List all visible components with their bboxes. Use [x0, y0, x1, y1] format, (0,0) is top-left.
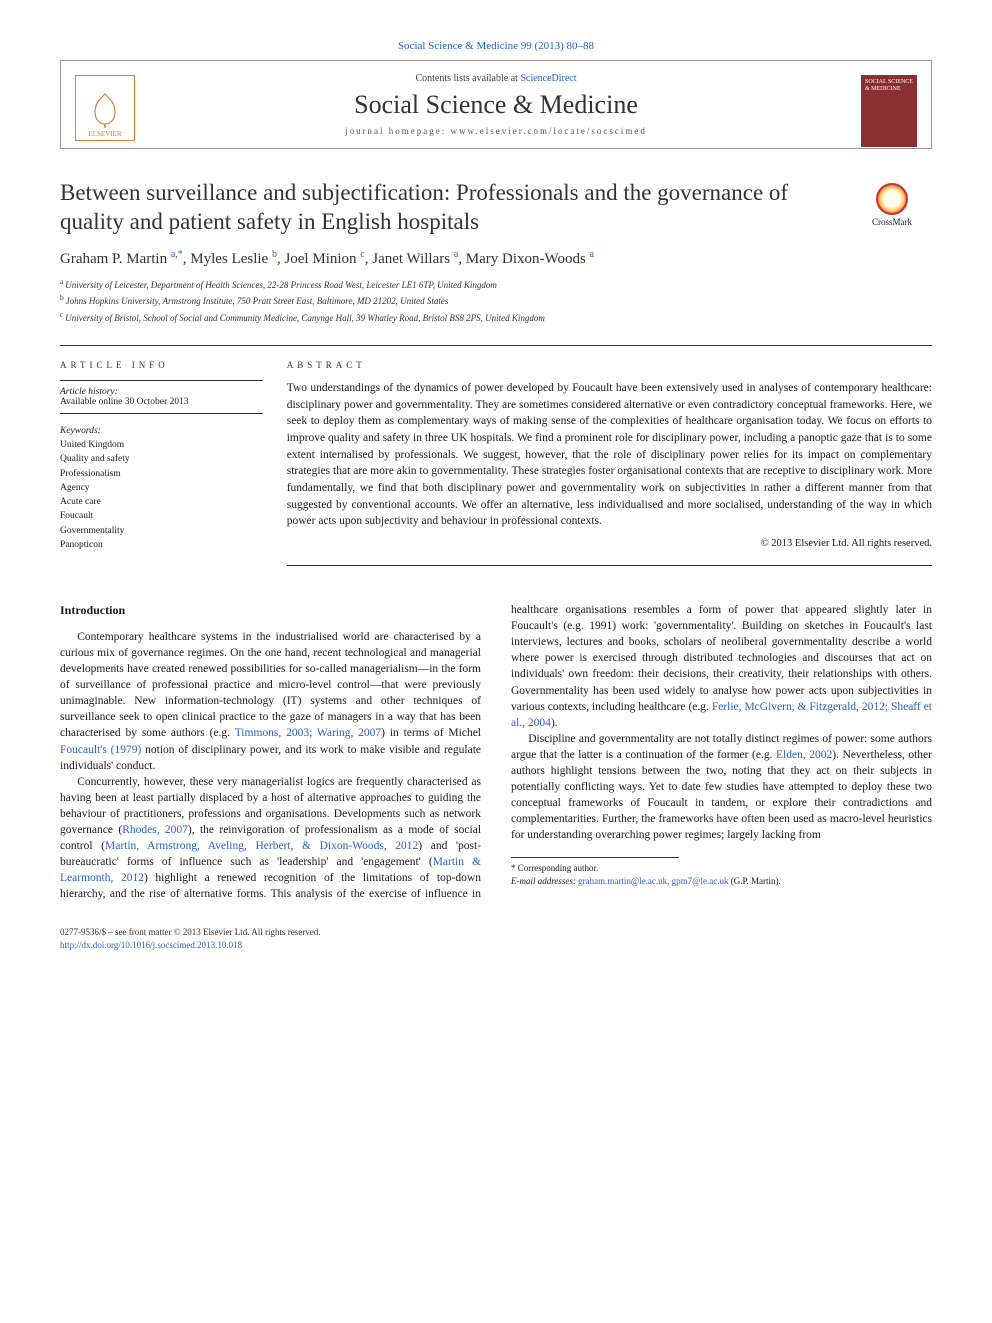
keyword: Quality and safety — [60, 452, 263, 466]
citation-link[interactable]: Rhodes, 2007 — [122, 824, 188, 836]
keyword: Panopticon — [60, 538, 263, 552]
abstract-label: ABSTRACT — [287, 360, 932, 370]
keyword: Governmentality — [60, 524, 263, 538]
sciencedirect-link[interactable]: ScienceDirect — [520, 73, 576, 84]
footnote-separator — [511, 857, 679, 858]
affiliations: a University of Leicester, Department of… — [60, 276, 932, 326]
keywords-label: Keywords: — [60, 426, 263, 436]
intro-heading: Introduction — [60, 602, 481, 619]
keyword: Acute care — [60, 495, 263, 509]
crossmark-icon — [876, 183, 908, 215]
author: Graham P. Martin a,* — [60, 251, 183, 267]
author: Joel Minion c — [284, 251, 364, 267]
affiliation: c University of Bristol, School of Socia… — [60, 309, 932, 326]
affiliation: b Johns Hopkins University, Armstrong In… — [60, 292, 932, 309]
article-history: Article history: Available online 30 Oct… — [60, 380, 263, 414]
issn-line: 0277-9536/$ – see front matter © 2013 El… — [60, 926, 932, 939]
citation-link[interactable]: Foucault's (1979) — [60, 744, 141, 756]
keyword: United Kingdom — [60, 438, 263, 452]
keyword: Foucault — [60, 509, 263, 523]
author-email[interactable]: graham.martin@le.ac.uk, gpm7@le.ac.uk — [578, 876, 728, 886]
footer-info: 0277-9536/$ – see front matter © 2013 El… — [60, 926, 932, 951]
article-info-label: ARTICLE INFO — [60, 360, 263, 370]
author: Myles Leslie b — [190, 251, 277, 267]
contents-lists-line: Contents lists available at ScienceDirec… — [81, 73, 911, 84]
abstract-copyright: © 2013 Elsevier Ltd. All rights reserved… — [287, 538, 932, 557]
citation-link[interactable]: Martin, Armstrong, Aveling, Herbert, & D… — [105, 840, 418, 852]
citation-link[interactable]: Elden, 2002 — [776, 749, 832, 761]
history-available-online: Available online 30 October 2013 — [60, 397, 263, 407]
keyword: Professionalism — [60, 467, 263, 481]
crossmark-badge[interactable]: CrossMark — [852, 183, 932, 227]
author: Mary Dixon-Woods a — [466, 251, 594, 267]
journal-name: Social Science & Medicine — [81, 90, 911, 120]
journal-cover-thumb: SOCIAL SCIENCE & MEDICINE — [861, 75, 917, 147]
citation-link[interactable]: Timmons, 2003; Waring, 2007 — [235, 727, 381, 739]
doi-link[interactable]: http://dx.doi.org/10.1016/j.socscimed.20… — [60, 940, 242, 950]
article-title: Between surveillance and subjectificatio… — [60, 179, 810, 237]
journal-homepage-line: journal homepage: www.elsevier.com/locat… — [81, 126, 911, 136]
footnotes: * Corresponding author. E-mail addresses… — [511, 862, 932, 887]
author: Janet Willars a — [372, 251, 458, 267]
body-paragraph: Contemporary healthcare systems in the i… — [60, 629, 481, 774]
keywords-list: United KingdomQuality and safetyProfessi… — [60, 438, 263, 552]
body-paragraph: Discipline and governmentality are not t… — [511, 731, 932, 844]
abstract-text: Two understandings of the dynamics of po… — [287, 380, 932, 530]
article-body: Introduction Contemporary healthcare sys… — [60, 602, 932, 902]
email-line: E-mail addresses: graham.martin@le.ac.uk… — [511, 875, 932, 888]
top-citation: Social Science & Medicine 99 (2013) 80–8… — [60, 40, 932, 52]
affiliation: a University of Leicester, Department of… — [60, 276, 932, 293]
journal-header: ELSEVIER SOCIAL SCIENCE & MEDICINE Conte… — [60, 60, 932, 149]
keyword: Agency — [60, 481, 263, 495]
corresponding-author-note: * Corresponding author. — [511, 862, 932, 875]
elsevier-logo: ELSEVIER — [75, 75, 135, 141]
elsevier-tree-icon — [85, 90, 125, 130]
author-list: Graham P. Martin a,*, Myles Leslie b, Jo… — [60, 249, 932, 268]
